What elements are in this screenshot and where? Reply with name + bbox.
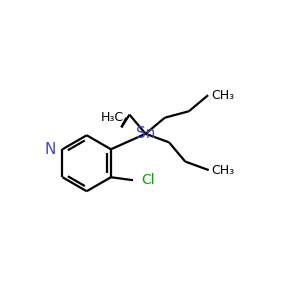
Text: H₃C: H₃C — [100, 111, 124, 124]
Text: CH₃: CH₃ — [212, 164, 235, 177]
Text: Cl: Cl — [141, 173, 155, 187]
Text: N: N — [45, 142, 56, 157]
Text: Sn: Sn — [136, 126, 155, 141]
Text: CH₃: CH₃ — [211, 89, 234, 102]
